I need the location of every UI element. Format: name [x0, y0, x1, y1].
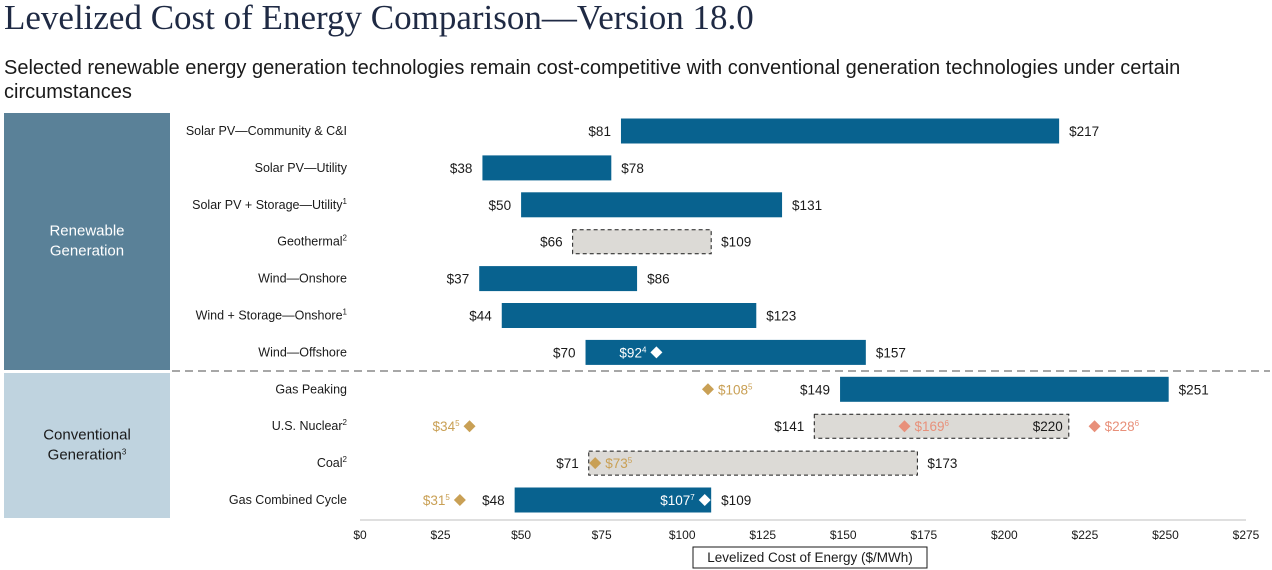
- range-bar: [588, 450, 918, 476]
- range-bar: [813, 413, 1070, 439]
- marker-diamond: [589, 457, 602, 470]
- category-label: U.S. Nuclear2: [272, 418, 348, 433]
- category-label: Coal2: [317, 455, 348, 470]
- marker-label: $1696: [914, 419, 949, 434]
- range-bar: [479, 266, 638, 292]
- high-value-label: $251: [1179, 382, 1209, 397]
- marker-diamond: [701, 383, 714, 396]
- high-value-label: $157: [876, 345, 906, 360]
- range-bar: [514, 487, 712, 513]
- low-value-label: $50: [489, 198, 512, 213]
- x-tick-label: $200: [991, 528, 1018, 542]
- high-value-label: $86: [647, 272, 670, 287]
- marker-diamond: [1088, 420, 1101, 433]
- low-value-label: $48: [482, 493, 505, 508]
- range-bar: [840, 376, 1169, 402]
- x-axis-label-box: [692, 546, 928, 569]
- range-bar: [585, 339, 866, 365]
- marker-label: $1085: [718, 382, 753, 397]
- range-bar: [482, 155, 612, 181]
- category-label: Wind—Offshore: [258, 345, 347, 359]
- group-label: Generation: [50, 243, 124, 260]
- x-tick-label: $125: [749, 528, 776, 542]
- marker-label: $345: [433, 419, 461, 434]
- marker-diamond: [698, 494, 711, 506]
- category-label: Solar PV + Storage—Utility1: [192, 197, 347, 212]
- range-bar: [572, 229, 712, 255]
- page-title: Levelized Cost of Energy Comparison—Vers…: [4, 0, 754, 37]
- high-value-label: $220: [1033, 419, 1063, 434]
- x-tick-label: $250: [1152, 528, 1179, 542]
- low-value-label: $81: [588, 124, 611, 139]
- group-label: Renewable: [49, 223, 124, 240]
- x-tick-label: $25: [431, 528, 451, 542]
- group-label: Generation3: [48, 447, 127, 464]
- x-axis-label: Levelized Cost of Energy ($/MWh): [707, 550, 913, 565]
- high-value-label: $109: [721, 493, 751, 508]
- marker-label: $2286: [1105, 419, 1140, 434]
- x-tick-label: $75: [592, 528, 612, 542]
- low-value-label: $71: [556, 456, 579, 471]
- low-value-label: $44: [469, 309, 492, 324]
- category-label: Wind—Onshore: [258, 272, 347, 286]
- category-label: Gas Peaking: [275, 382, 347, 396]
- range-bar: [620, 118, 1060, 144]
- marker-diamond: [453, 494, 466, 506]
- category-label: Gas Combined Cycle: [229, 493, 347, 507]
- group-label: Conventional: [43, 427, 131, 444]
- high-value-label: $123: [766, 309, 796, 324]
- x-tick-label: $50: [511, 528, 531, 542]
- low-value-label: $38: [450, 161, 473, 176]
- low-value-label: $66: [540, 235, 563, 250]
- low-value-label: $37: [447, 272, 470, 287]
- category-label: Geothermal2: [277, 234, 347, 249]
- x-tick-label: $100: [669, 528, 696, 542]
- marker-diamond: [650, 346, 663, 359]
- low-value-label: $149: [800, 382, 830, 397]
- x-tick-label: $150: [830, 528, 857, 542]
- range-bar: [521, 192, 783, 218]
- marker-label: $315: [423, 493, 451, 508]
- x-tick-label: $225: [1072, 528, 1099, 542]
- category-label: Solar PV—Utility: [255, 161, 348, 175]
- high-value-label: $131: [792, 198, 822, 213]
- range-bar: [501, 303, 757, 328]
- high-value-label: $78: [621, 161, 644, 176]
- low-value-label: $70: [553, 345, 576, 360]
- marker-diamond: [898, 420, 911, 433]
- high-value-label: $217: [1069, 124, 1099, 139]
- marker-label: $1077: [660, 493, 695, 508]
- marker-label: $735: [605, 456, 633, 471]
- marker-label: $924: [619, 345, 647, 360]
- x-tick-label: $175: [910, 528, 937, 542]
- high-value-label: $109: [721, 235, 751, 250]
- low-value-label: $141: [774, 419, 804, 434]
- category-label: Wind + Storage—Onshore1: [196, 308, 348, 323]
- group-panel-renewable: [4, 113, 170, 370]
- category-label: Solar PV—Community & C&I: [186, 124, 347, 138]
- page-subtitle: Selected renewable energy generation tec…: [4, 57, 1181, 103]
- marker-diamond: [463, 420, 476, 433]
- high-value-label: $173: [927, 456, 957, 471]
- group-panel-conventional: [4, 373, 170, 518]
- x-tick-label: $0: [353, 528, 367, 542]
- x-tick-label: $275: [1233, 528, 1260, 542]
